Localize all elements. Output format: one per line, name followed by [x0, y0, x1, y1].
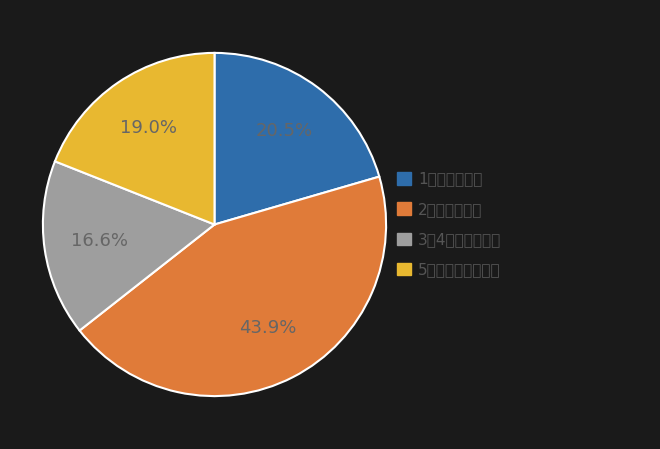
Text: 19.0%: 19.0%: [120, 119, 178, 137]
Text: 20.5%: 20.5%: [256, 122, 313, 140]
Wedge shape: [214, 53, 380, 224]
Wedge shape: [43, 161, 214, 330]
Wedge shape: [55, 53, 214, 224]
Wedge shape: [80, 176, 386, 396]
Text: 16.6%: 16.6%: [71, 232, 127, 250]
Legend: 1日で調査終了, 2日で調査終了, 3〜4日で調査終了, 5日以上で調査終了: 1日で調査終了, 2日で調査終了, 3〜4日で調査終了, 5日以上で調査終了: [394, 168, 504, 281]
Text: 43.9%: 43.9%: [239, 319, 296, 337]
